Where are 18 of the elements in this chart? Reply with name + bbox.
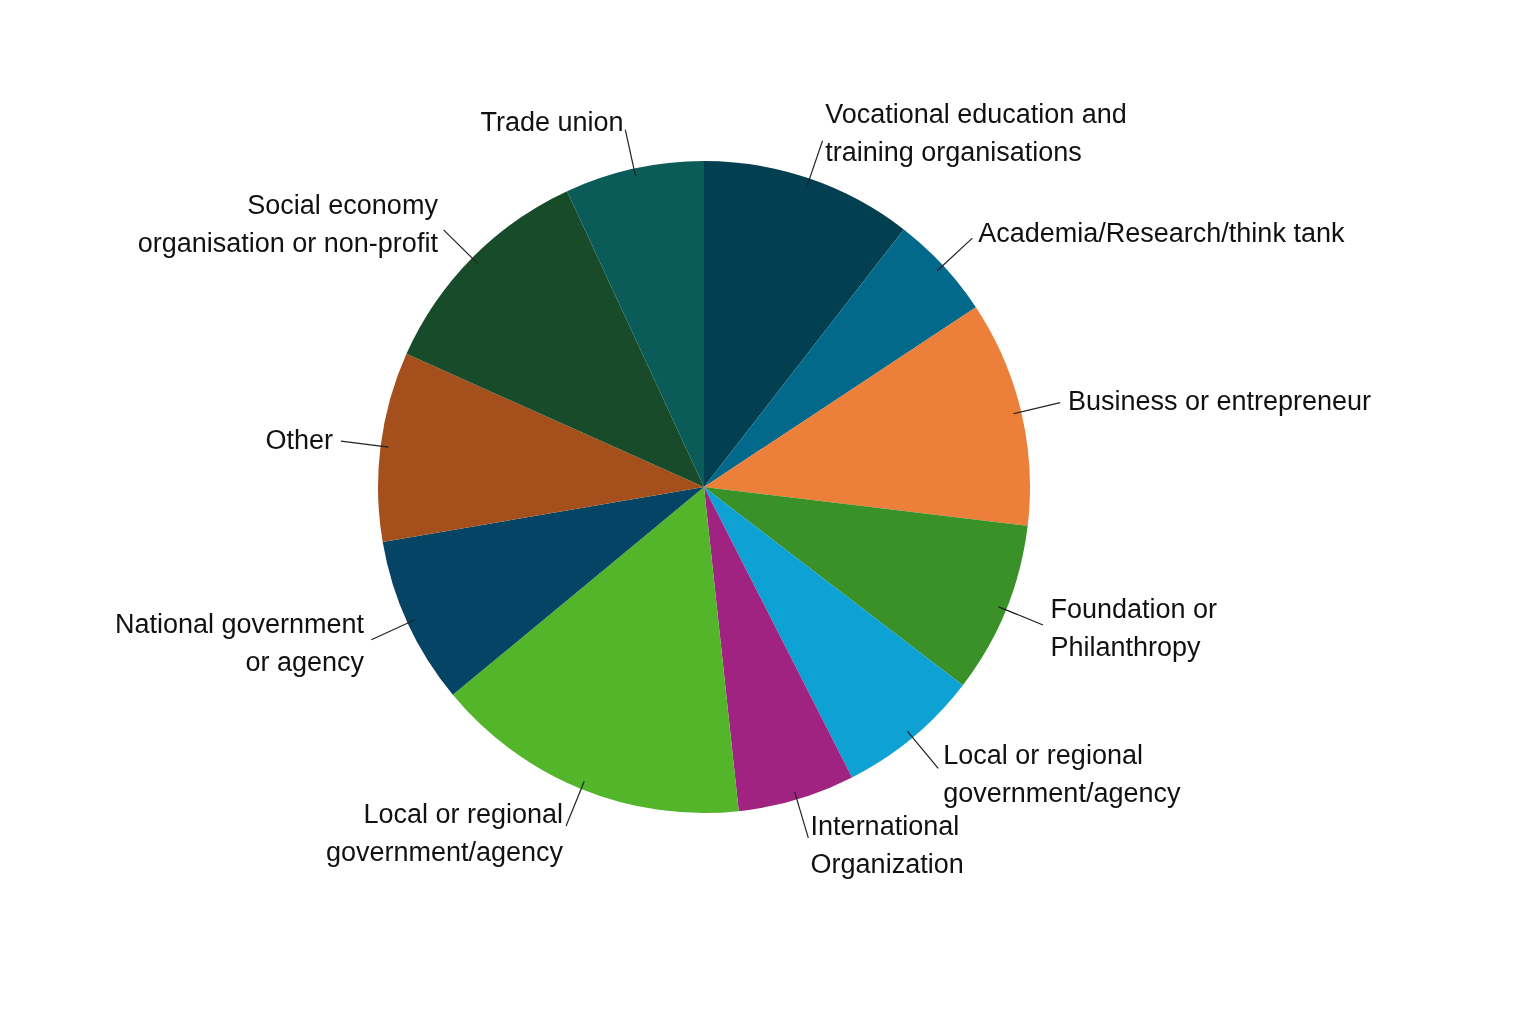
slice-label: Trade union (480, 106, 624, 137)
pie-slice (567, 161, 704, 487)
slice-label: Academia/Research/think tank (978, 217, 1345, 248)
slice-label: Other (265, 425, 333, 456)
slice-label: Local or regional government/agency (325, 799, 564, 868)
slice-label: Foundation or Philanthropy (1050, 593, 1218, 662)
pie-slice (704, 487, 852, 812)
slice-label: Business or entrepreneur (1067, 385, 1372, 416)
pie-slice (704, 229, 976, 487)
slice-label: International Organization (810, 811, 964, 880)
slice-label: Social economy organisation or non-profit (137, 190, 439, 259)
pie-slice (378, 353, 704, 543)
slice-label: Vocational education and training organisations (825, 99, 1127, 168)
pie-slice (382, 487, 704, 695)
pie-slice (704, 307, 1030, 526)
slice-label: Local or regional government/agency (943, 740, 1181, 809)
slice-label: National government or agency (114, 609, 365, 678)
pie-slice (704, 487, 1028, 686)
